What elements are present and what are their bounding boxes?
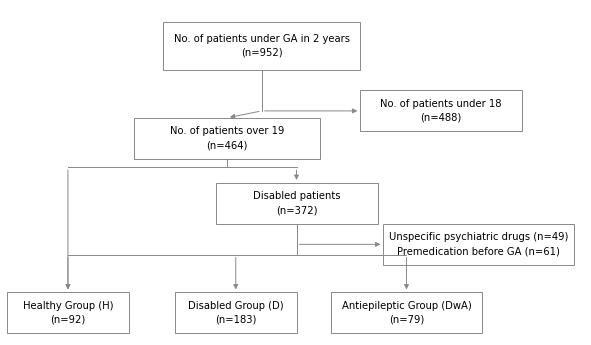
FancyBboxPatch shape	[384, 224, 574, 265]
Text: Antiepileptic Group (DwA)
(n=79): Antiepileptic Group (DwA) (n=79)	[342, 301, 472, 325]
Text: No. of patients under GA in 2 years
(n=952): No. of patients under GA in 2 years (n=9…	[174, 34, 350, 58]
Text: Healthy Group (H)
(n=92): Healthy Group (H) (n=92)	[22, 301, 113, 325]
Text: Disabled patients
(n=372): Disabled patients (n=372)	[253, 191, 340, 215]
FancyBboxPatch shape	[360, 90, 522, 131]
FancyBboxPatch shape	[331, 292, 482, 333]
FancyBboxPatch shape	[216, 183, 378, 224]
Text: Disabled Group (D)
(n=183): Disabled Group (D) (n=183)	[188, 301, 284, 325]
Text: No. of patients under 18
(n=488): No. of patients under 18 (n=488)	[381, 99, 502, 123]
FancyBboxPatch shape	[135, 118, 320, 159]
FancyBboxPatch shape	[164, 22, 360, 70]
Text: No. of patients over 19
(n=464): No. of patients over 19 (n=464)	[170, 126, 284, 150]
FancyBboxPatch shape	[7, 292, 129, 333]
Text: Unspecific psychiatric drugs (n=49)
Premedication before GA (n=61): Unspecific psychiatric drugs (n=49) Prem…	[389, 233, 569, 256]
FancyBboxPatch shape	[175, 292, 297, 333]
